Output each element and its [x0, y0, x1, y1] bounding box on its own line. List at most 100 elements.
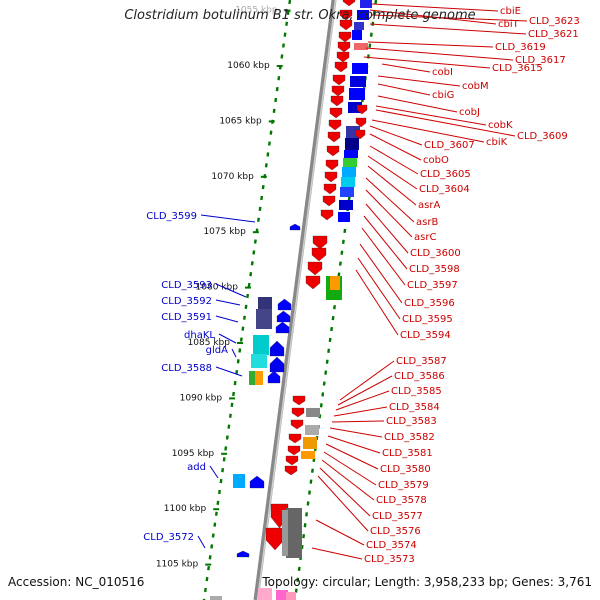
gene-block — [341, 177, 355, 187]
reverse-gene-arrow — [312, 235, 328, 250]
reverse-gene-arrow — [339, 9, 353, 21]
gene-block — [360, 0, 372, 8]
ruler-label: 1075 kbp — [203, 227, 246, 237]
forward-gene-arrow — [275, 321, 290, 334]
right-label-connector — [369, 125, 423, 146]
right-gene-label: CLD_3580 — [380, 464, 431, 475]
right-gene-label: asrC — [414, 232, 436, 243]
topology-text: Topology: circular; Length: 3,958,233 bp… — [262, 575, 592, 589]
gene-block — [354, 43, 368, 50]
right-label-connector — [329, 427, 383, 438]
ruler-label: 1055 kbp — [235, 6, 278, 16]
gene-block — [352, 30, 362, 40]
right-label-connector — [365, 203, 409, 254]
gene-block — [345, 138, 359, 150]
right-gene-label: CLD_3576 — [370, 526, 421, 537]
left-label-connector — [200, 214, 256, 223]
gene-block — [343, 158, 357, 167]
reverse-gene-arrow — [288, 433, 302, 444]
right-gene-label: CLD_3600 — [410, 248, 461, 259]
gene-block — [210, 596, 222, 600]
left-track-line — [202, 0, 292, 600]
reverse-gene-arrow — [355, 117, 367, 128]
right-label-connector — [331, 420, 385, 423]
left-gene-label: add — [187, 462, 206, 473]
reverse-gene-arrow — [320, 209, 334, 221]
right-label-connector — [325, 443, 379, 470]
left-gene-label: dhaKL — [184, 330, 215, 341]
right-gene-label: CLD_3609 — [517, 131, 568, 142]
gene-block — [255, 371, 263, 385]
right-label-connector — [357, 257, 401, 320]
ruler-label: 1095 kbp — [172, 449, 215, 459]
right-gene-label: CLD_3584 — [389, 402, 440, 413]
forward-gene-arrow — [276, 310, 291, 323]
map-title: Clostridium botulinum B1 str. Okra, comp… — [124, 8, 476, 23]
ruler-label: 1065 kbp — [219, 116, 262, 126]
reverse-gene-arrow — [331, 85, 345, 97]
right-gene-label: cobJ — [459, 107, 480, 118]
forward-gene-arrow — [267, 370, 281, 384]
reverse-gene-arrow — [356, 104, 368, 115]
right-label-connector — [323, 451, 377, 486]
gene-block — [276, 590, 288, 600]
gene-block — [357, 10, 369, 20]
right-label-connector — [371, 3, 499, 12]
gene-block — [354, 22, 364, 30]
gene-block — [258, 297, 272, 309]
left-gene-label: CLD_3572 — [143, 532, 194, 543]
right-gene-label: CLD_3615 — [492, 63, 543, 74]
left-gene-label: CLD_3588 — [161, 363, 212, 374]
gene-block — [344, 150, 358, 158]
right-label-connector — [381, 63, 431, 73]
reverse-gene-arrow — [329, 107, 343, 119]
reverse-gene-arrow — [327, 131, 341, 143]
right-label-connector — [367, 41, 494, 48]
reverse-gene-arrow — [339, 19, 353, 31]
right-gene-label: CLD_3582 — [384, 432, 435, 443]
reverse-gene-arrow — [287, 445, 301, 456]
right-label-connector — [311, 547, 363, 560]
left-gene-label: CLD_3591 — [161, 312, 212, 323]
reverse-gene-arrow — [324, 171, 338, 183]
right-label-connector — [363, 56, 491, 69]
right-label-connector — [359, 243, 403, 304]
gene-block — [253, 335, 269, 355]
reverse-gene-arrow — [290, 419, 304, 430]
left-label-connector — [209, 465, 219, 479]
right-label-connector — [361, 227, 406, 286]
right-gene-label: cbiE — [500, 6, 521, 17]
right-label-connector — [337, 375, 393, 406]
right-label-connector — [375, 109, 516, 137]
right-gene-label: cbiG — [432, 90, 454, 101]
right-gene-label: CLD_3594 — [400, 330, 451, 341]
right-gene-label: CLD_3587 — [396, 356, 447, 367]
right-gene-label: CLD_3579 — [378, 480, 429, 491]
gene-block — [350, 76, 366, 87]
forward-gene-arrow — [289, 223, 301, 231]
left-gene-label: gldA — [206, 345, 228, 356]
right-label-connector — [339, 360, 395, 401]
gene-block — [282, 510, 288, 556]
right-label-connector — [355, 269, 399, 336]
gene-block — [286, 508, 302, 558]
right-gene-label: cbiK — [486, 137, 508, 148]
gene-block — [339, 200, 353, 210]
gene-block — [342, 167, 356, 177]
gene-block — [305, 425, 319, 435]
left-label-connector — [197, 535, 206, 549]
right-label-connector — [335, 390, 390, 411]
right-gene-label: CLD_3577 — [372, 511, 423, 522]
right-gene-label: CLD_3595 — [402, 314, 453, 325]
right-label-connector — [367, 165, 417, 206]
reverse-gene-arrow — [292, 395, 306, 406]
gene-block — [286, 592, 296, 600]
gene-block — [301, 451, 315, 459]
reverse-gene-arrow — [337, 41, 351, 53]
right-gene-label: cobI — [432, 67, 453, 78]
right-gene-label: CLD_3619 — [495, 42, 546, 53]
ruler-label: 1085 kbp — [188, 338, 231, 348]
gene-block — [258, 588, 272, 600]
right-gene-label: CLD_3578 — [376, 495, 427, 506]
right-label-connector — [319, 467, 371, 517]
